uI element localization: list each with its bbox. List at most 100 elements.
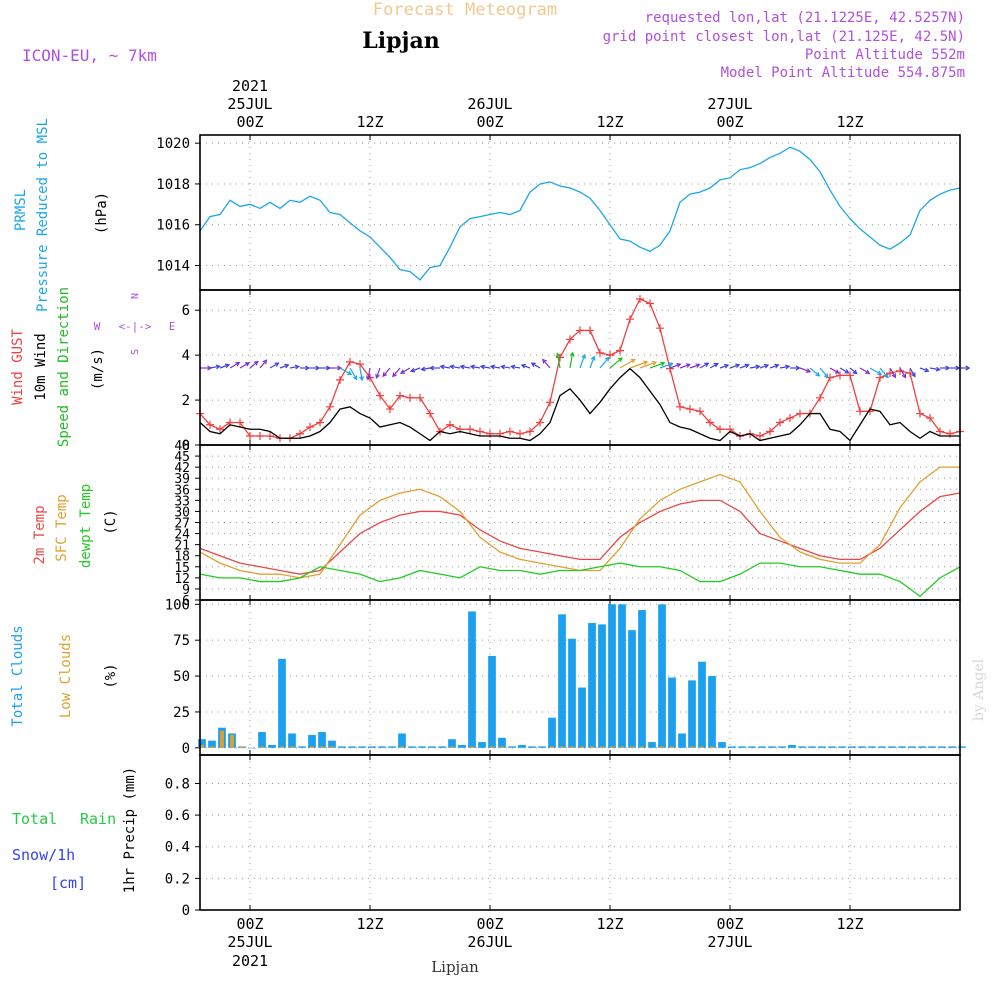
arrow-shaft (719, 364, 729, 369)
top-date-label: 25JUL (227, 95, 272, 113)
arrow-shaft (375, 367, 381, 378)
wind-direction-arrow (219, 363, 231, 369)
arrow-head (735, 363, 741, 369)
arrow-shaft (382, 367, 391, 377)
gust-point (256, 432, 264, 441)
wind-direction-arrow (929, 366, 941, 372)
cloud-bar-total (448, 739, 456, 748)
y-tick-label: 1014 (156, 259, 190, 275)
cloud-bar-total (698, 661, 706, 748)
cloud-bar-low (690, 746, 694, 748)
gust-point (696, 407, 704, 416)
arrow-shaft (289, 365, 299, 369)
wind-direction-arrow (249, 360, 259, 369)
precip-snow-label: Snow/1h (12, 846, 75, 864)
wind-direction-arrow (310, 365, 321, 371)
low-clouds-label: Low Clouds (58, 634, 74, 718)
arrow-shaft (759, 364, 769, 369)
arrow-shaft (929, 367, 940, 371)
cloud-bar-total (888, 746, 896, 748)
wind-direction-arrow (339, 367, 353, 376)
arrow-head (713, 362, 719, 368)
pressure-label-2: Pressure Reduced to MSL (35, 118, 51, 312)
cloud-bar-low (590, 746, 594, 748)
bottom-date-label: 25JUL (227, 933, 272, 951)
wind-direction-arrow (819, 367, 829, 379)
wind-direction-arrow (790, 365, 801, 371)
gust-point (336, 375, 344, 384)
panel-precip: 0 0.2 0.4 0.6 0.8 (165, 754, 961, 919)
cloud-bar-total (398, 733, 406, 748)
cloud-bar-total (368, 746, 376, 748)
precip-rain-label: Rain (80, 810, 116, 828)
y-tick-label: 12 (174, 572, 190, 587)
arrow-head (215, 364, 221, 370)
wind-direction-arrow (330, 365, 343, 371)
top-tick-label: 00Z (476, 113, 503, 131)
wind-direction-arrow (919, 367, 930, 373)
arrow-head (668, 362, 674, 367)
arrow-head (815, 371, 821, 377)
dewpt-label: dewpt Temp (78, 484, 94, 568)
wind-direction-arrow (269, 362, 280, 369)
wind-direction-arrow (366, 367, 371, 381)
arrow-head (284, 363, 290, 369)
y-tick-label: 18 (174, 550, 190, 565)
wind-direction-arrow (950, 365, 961, 371)
arrow-shaft (769, 364, 779, 369)
gust-point (556, 353, 564, 362)
arrow-head (590, 355, 596, 361)
y-tick-label: 2 (182, 393, 190, 409)
y-tick-label: 0.4 (165, 840, 190, 856)
arrow-head (660, 361, 666, 367)
wind-direction-arrow (589, 355, 596, 369)
cloud-bar-low (320, 746, 324, 748)
arrow-head (530, 362, 536, 367)
arrow-head (253, 360, 259, 366)
arrow-shaft (209, 365, 220, 369)
y-tick-label: 9 (182, 583, 190, 598)
cloud-bar-total (898, 746, 906, 748)
wind-direction-arrow (459, 364, 471, 370)
bottom-tick-label: 12Z (836, 915, 863, 933)
cloud-bar-total (788, 744, 796, 748)
wind-direction-arrow (349, 367, 358, 381)
arrow-head (795, 365, 801, 371)
compass-arrow: <-|-> (118, 320, 151, 333)
wind-direction-arrow (669, 363, 682, 369)
cloud-unit: (%) (103, 663, 119, 688)
wind-direction-arrow (409, 367, 421, 373)
cloud-bar-total (918, 746, 926, 748)
top-tick-label: 00Z (236, 113, 263, 131)
cloud-bar-total (658, 604, 666, 748)
arrow-shaft (589, 356, 595, 369)
wind-direction-arrow (940, 365, 951, 371)
gust-point (246, 432, 254, 441)
cloud-bar-low (290, 746, 294, 748)
arrow-shaft (501, 365, 511, 369)
wind-direction-arrow (709, 362, 719, 369)
cloud-bar-total (418, 746, 426, 748)
arrow-head (744, 363, 750, 369)
arrow-shaft (899, 367, 907, 378)
arrow-shaft (729, 364, 740, 369)
gust-point (606, 351, 614, 360)
location-title: Lipjan (362, 28, 439, 54)
wind-label: 10m Wind (33, 333, 49, 400)
cloud-bar-total (198, 739, 206, 748)
y-tick-label: 30 (174, 505, 190, 520)
bottom-tick-label: 00Z (716, 915, 743, 933)
cloud-bar-low (280, 746, 284, 748)
panel-frame (199, 134, 961, 291)
arrow-shaft (819, 367, 829, 378)
cloud-bar-low (260, 746, 264, 748)
gust-point (596, 348, 604, 357)
grid-point-coords: grid point closest lon,lat (21.125E, 42.… (603, 29, 965, 45)
arrow-head (852, 369, 858, 375)
wind-direction-arrow (960, 365, 971, 371)
arrow-head (685, 363, 691, 368)
arrow-head (375, 373, 380, 379)
gust-point (306, 423, 314, 432)
arrow-head (409, 367, 416, 373)
arrow-shaft (869, 367, 882, 375)
